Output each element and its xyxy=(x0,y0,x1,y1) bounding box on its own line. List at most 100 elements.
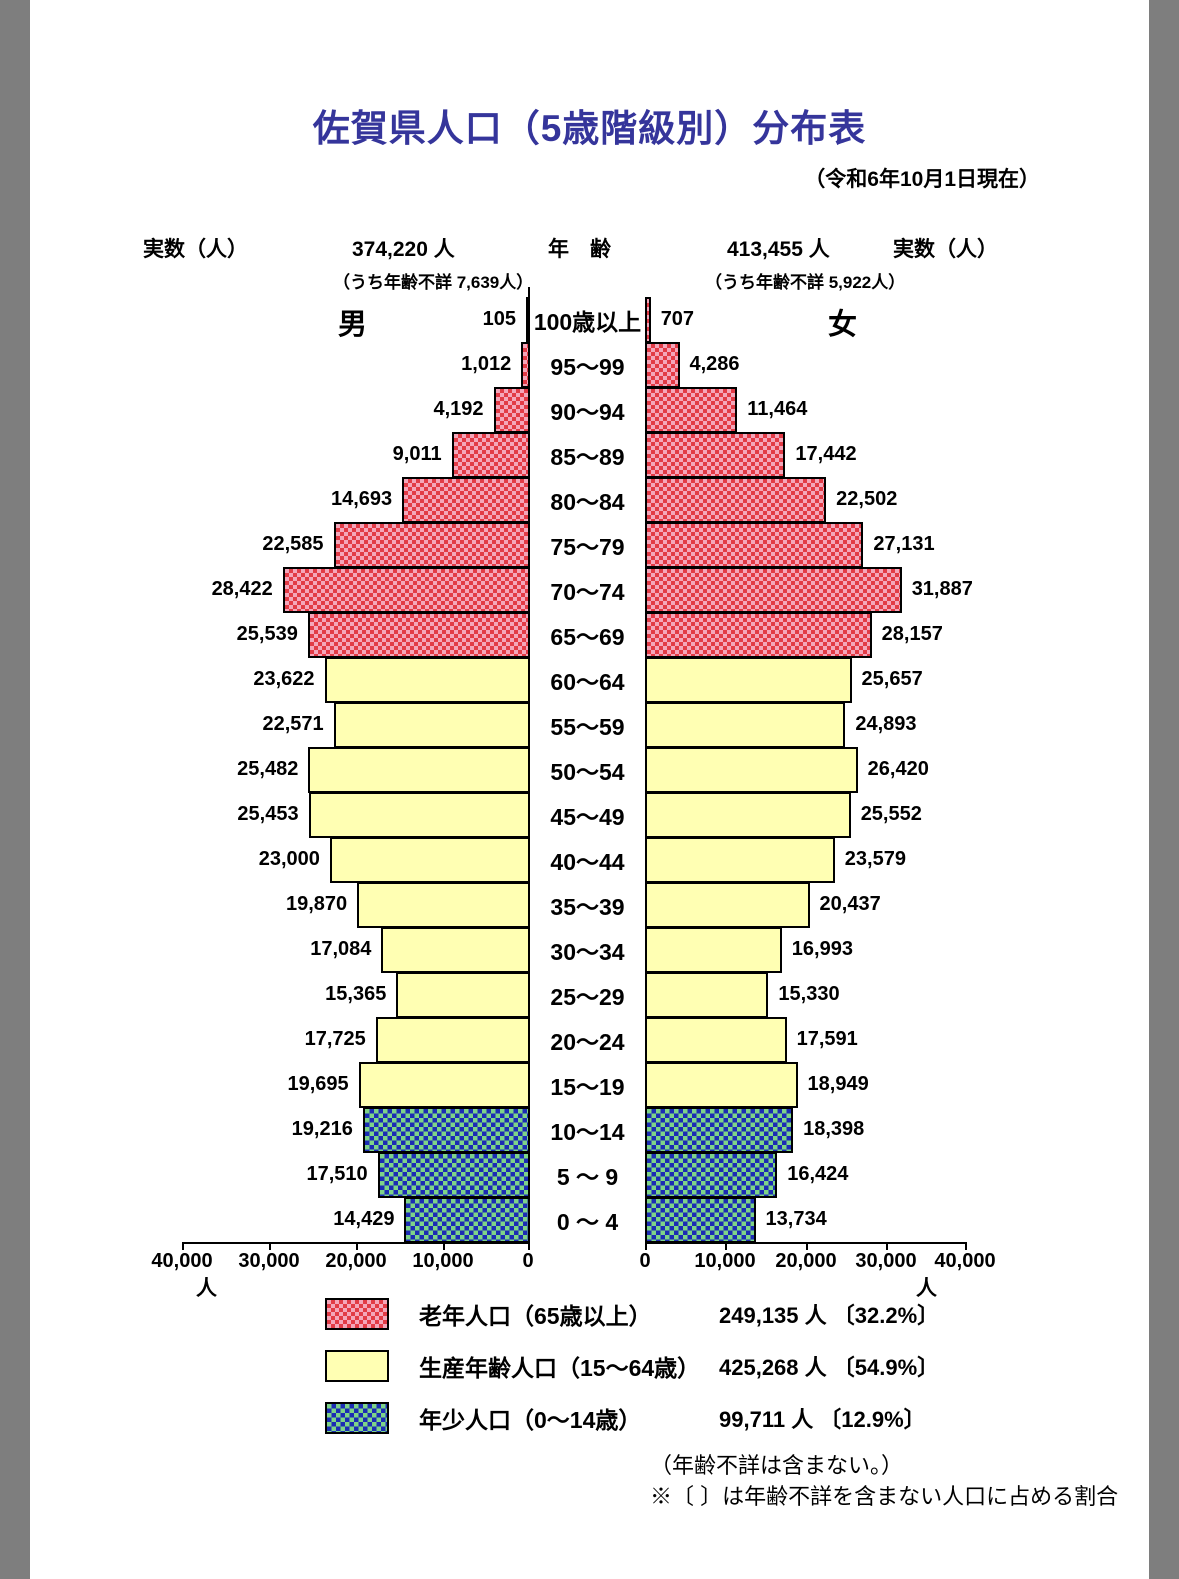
legend-label: 年少人口（0～14歳） xyxy=(419,1407,642,1433)
female-bar xyxy=(645,881,810,928)
male-bar xyxy=(404,1196,530,1243)
female-bar xyxy=(645,431,786,478)
male-bar xyxy=(402,476,530,523)
axis-tick xyxy=(806,1242,808,1250)
male-value-label: 25,453 xyxy=(237,803,299,825)
female-value-label: 16,424 xyxy=(787,1163,849,1185)
female-bar xyxy=(645,1106,794,1153)
population-pyramid: 105 100歳以上 707 1,012 95～99 4,286 4,192 90～94 11,… xyxy=(30,296,1145,1243)
male-bar xyxy=(358,1061,530,1108)
female-bar xyxy=(645,1196,756,1243)
female-bar xyxy=(645,341,680,388)
male-value-label: 23,622 xyxy=(253,668,315,690)
pyramid-row: 1,012 95～99 4,286 xyxy=(30,341,1145,388)
female-cell: 24,893 xyxy=(645,701,1145,748)
male-bar xyxy=(329,836,530,883)
pyramid-row: 4,192 90～94 11,464 xyxy=(30,386,1145,433)
female-value-label: 26,420 xyxy=(867,758,929,780)
date-note: （令和6年10月1日現在） xyxy=(804,168,1040,191)
pyramid-row: 28,422 70～74 31,887 xyxy=(30,566,1145,613)
male-age-unknown-note: （うち年齢不詳 7,639人） xyxy=(333,273,534,292)
age-group-label: 5 ～ 9 xyxy=(556,1163,619,1190)
female-cell: 11,464 xyxy=(645,386,1145,433)
male-cell: 22,585 xyxy=(30,521,530,568)
female-value-label: 22,502 xyxy=(836,488,898,510)
female-bar xyxy=(645,656,852,703)
age-group-label: 30～34 xyxy=(550,938,625,965)
axis-tick xyxy=(886,1242,888,1250)
female-age-unknown-note: （うち年齢不詳 5,922人） xyxy=(705,273,906,292)
legend: 老年人口（65歳以上） 249,135 人 〔32.2%〕 生産年齢人口（15～64… xyxy=(325,1297,940,1453)
male-cell: 17,084 xyxy=(30,926,530,973)
age-group-label: 20～24 xyxy=(550,1028,625,1055)
female-cell: 20,437 xyxy=(645,881,1145,928)
page-right-edge xyxy=(1149,0,1179,1579)
male-value-label: 28,422 xyxy=(211,578,273,600)
female-value-label: 27,131 xyxy=(873,533,935,555)
axis-tick xyxy=(269,1242,271,1250)
actual-count-label-right: 実数（人） xyxy=(893,238,998,261)
axis-tick xyxy=(443,1242,445,1250)
female-value-label: 31,887 xyxy=(911,578,973,600)
pyramid-row: 9,011 85～89 17,442 xyxy=(30,431,1145,478)
female-value-label: 24,893 xyxy=(855,713,917,735)
legend-value: 249,135 人 〔32.2%〕 xyxy=(719,1303,940,1328)
male-value-label: 14,693 xyxy=(331,488,393,510)
female-value-label: 11,464 xyxy=(747,398,808,420)
axis-tick-label: 30,000 xyxy=(855,1250,917,1272)
female-cell: 707 xyxy=(645,296,1145,343)
age-group-label: 95～99 xyxy=(550,353,625,380)
age-group-label: 25～29 xyxy=(550,983,625,1010)
age-group-label: 55～59 xyxy=(550,713,625,740)
male-cell: 105 xyxy=(30,296,530,343)
female-cell: 26,420 xyxy=(645,746,1145,793)
male-value-label: 17,510 xyxy=(306,1163,368,1185)
male-bar xyxy=(282,566,530,613)
male-bar xyxy=(333,701,530,748)
axis-tick-label: 10,000 xyxy=(412,1250,474,1272)
male-value-label: 1,012 xyxy=(461,353,512,375)
male-cell: 14,429 xyxy=(30,1196,530,1243)
female-cell: 28,157 xyxy=(645,611,1145,658)
axis-tick-label: 20,000 xyxy=(775,1250,837,1272)
female-bar xyxy=(645,746,858,793)
male-value-label: 23,000 xyxy=(258,848,320,870)
page-left-edge xyxy=(0,0,30,1579)
actual-count-label-left: 実数（人） xyxy=(143,238,248,261)
male-bar xyxy=(308,791,530,838)
male-cell: 17,725 xyxy=(30,1016,530,1063)
male-value-label: 19,870 xyxy=(285,893,348,915)
male-total-count: 374,220 人 xyxy=(352,238,455,261)
footnote-line-1: （年齢不詳は含まない。） xyxy=(650,1453,904,1478)
legend-item: 生産年齢人口（15～64歳） 425,268 人 〔54.9%〕 xyxy=(325,1349,939,1383)
age-group-label: 40～44 xyxy=(550,848,625,875)
male-cell: 1,012 xyxy=(30,341,530,388)
female-cell: 15,330 xyxy=(645,971,1145,1018)
female-value-label: 707 xyxy=(660,308,695,330)
pyramid-row: 14,693 80～84 22,502 xyxy=(30,476,1145,523)
female-bar xyxy=(645,386,738,433)
female-axis-unit: 人 xyxy=(916,1277,937,1300)
female-cell: 22,502 xyxy=(645,476,1145,523)
axis-tick xyxy=(965,1242,967,1250)
female-zero-axis-line xyxy=(645,297,647,1242)
female-value-label: 25,552 xyxy=(860,803,922,825)
female-value-label: 13,734 xyxy=(765,1208,827,1230)
male-bar xyxy=(375,1016,530,1063)
female-header-label: 女 xyxy=(828,309,858,341)
male-bar xyxy=(333,521,530,568)
female-bar xyxy=(645,476,827,523)
female-cell: 25,552 xyxy=(645,791,1145,838)
male-bar xyxy=(324,656,530,703)
axis-tick-label: 40,000 xyxy=(151,1250,213,1272)
male-bar xyxy=(493,386,530,433)
male-value-label: 22,585 xyxy=(262,533,324,555)
male-cell: 25,539 xyxy=(30,611,530,658)
footnotes: （年齢不詳は含まない。） ※〔 〕は年齢不詳を含まない人口に占める割合 xyxy=(650,1450,1118,1512)
male-bar xyxy=(362,1106,530,1153)
female-value-label: 17,591 xyxy=(796,1028,858,1050)
axis-tick xyxy=(528,1242,530,1250)
pyramid-row: 19,870 35～39 20,437 xyxy=(30,881,1145,928)
pyramid-row: 15,365 25～29 15,330 xyxy=(30,971,1145,1018)
female-value-label: 18,398 xyxy=(803,1118,865,1140)
